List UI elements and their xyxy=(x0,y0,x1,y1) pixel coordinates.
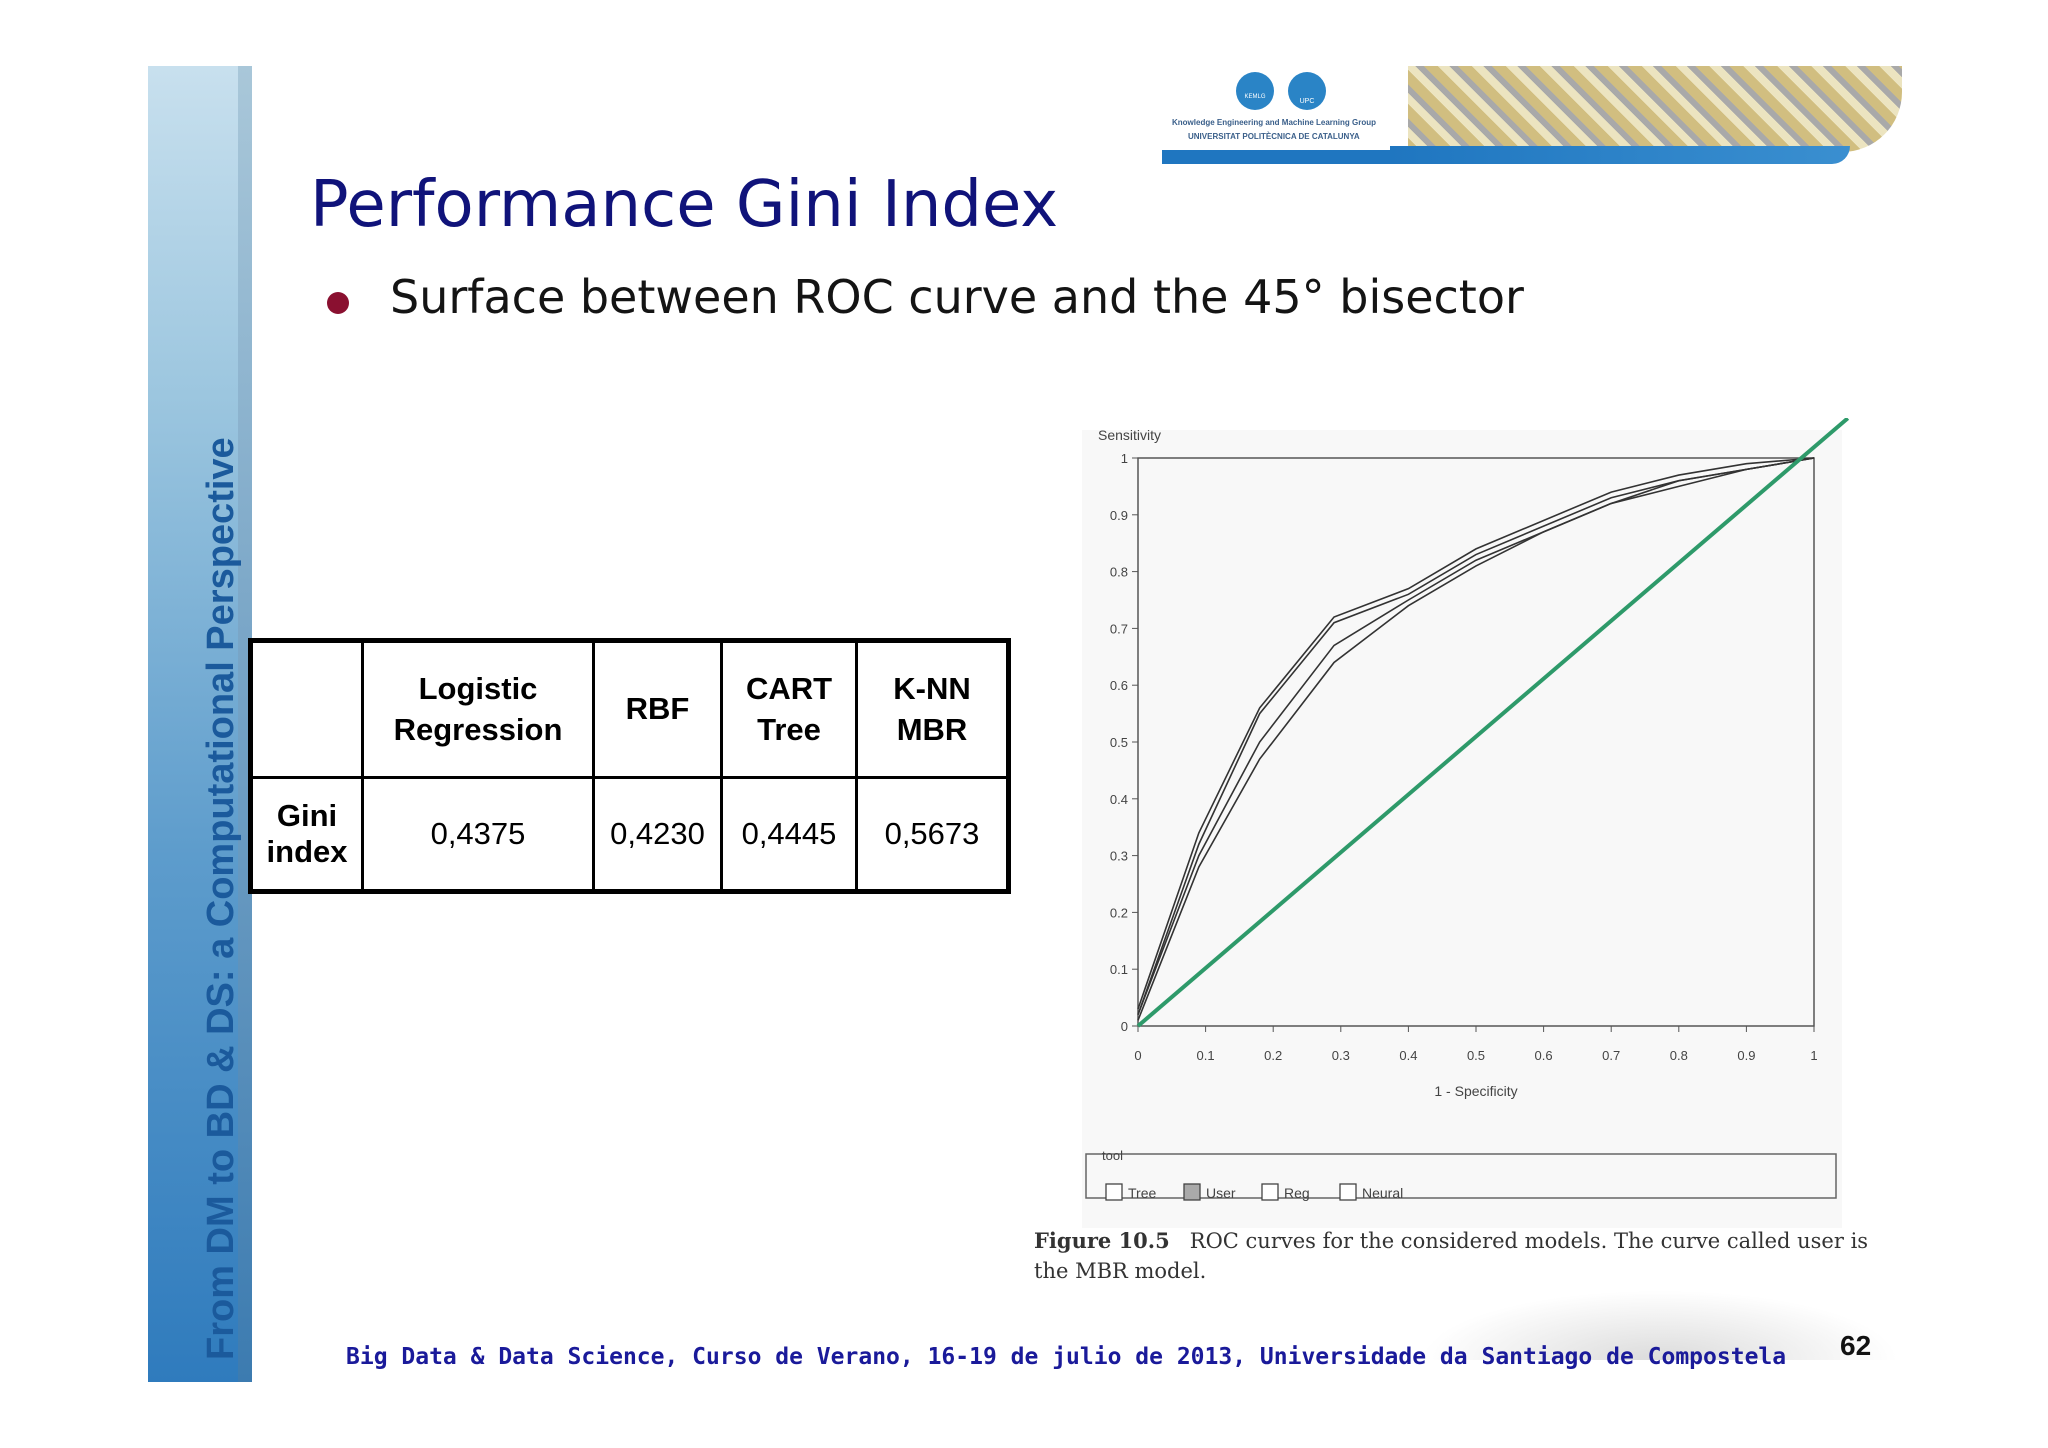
table-header-cell: CART Tree xyxy=(720,639,858,779)
y-tick-label: 0.6 xyxy=(1110,678,1128,693)
footer-swoosh xyxy=(1420,1290,1900,1360)
x-tick-label: 0.3 xyxy=(1332,1048,1350,1063)
roc-chart: Sensitivity 0 0.1 0.2 0.3 0.4 0.5 0.6 0.7 0.8 0.9… xyxy=(1082,418,1850,1228)
y-tick-label: 0 xyxy=(1121,1019,1128,1034)
legend-checkbox xyxy=(1183,1183,1201,1201)
roc-curve-user xyxy=(1137,457,1815,1010)
gini-table: Logistic Regression RBF CART Tree K-NN M… xyxy=(248,638,1011,894)
banner-stripe-right xyxy=(1390,146,1850,164)
table-cell: 0,5673 xyxy=(855,776,1010,893)
legend-label: Reg xyxy=(1284,1185,1310,1201)
caption-text: ROC curves for the considered models. Th… xyxy=(1034,1229,1869,1284)
legend-label: Tree xyxy=(1128,1185,1156,1201)
table-cell: 0,4375 xyxy=(361,776,595,893)
legend-checkbox xyxy=(1261,1183,1279,1201)
logo2-text: UPC xyxy=(1299,98,1315,105)
table-header-cell: K-NN MBR xyxy=(855,639,1010,779)
legend-box xyxy=(1085,1153,1837,1199)
figure-caption: Figure 10.5 ROC curves for the considere… xyxy=(1034,1226,1904,1287)
table-header-cell: RBF xyxy=(592,639,723,779)
x-tick-label: 0.9 xyxy=(1737,1048,1755,1063)
page-title: Performance Gini Index xyxy=(310,168,1059,242)
y-tick-label: 0.5 xyxy=(1110,735,1128,750)
y-tick-label: 0.2 xyxy=(1110,905,1128,920)
y-axis-label: Sensitivity xyxy=(1098,427,1161,443)
table-cell: 0,4445 xyxy=(720,776,858,893)
kemlg-logo-icon: KEMLG xyxy=(1236,72,1274,110)
sidebar-strip xyxy=(148,66,252,1382)
y-tick-label: 0.4 xyxy=(1110,792,1128,807)
legend-checkbox xyxy=(1105,1183,1123,1201)
x-tick-label: 0.4 xyxy=(1399,1048,1417,1063)
sidebar-edge xyxy=(238,66,252,1382)
group-name: Knowledge Engineering and Machine Learni… xyxy=(1172,118,1377,127)
x-tick-label: 0.1 xyxy=(1197,1048,1215,1063)
roc-curve-reg xyxy=(1137,457,1815,1021)
legend-label: Neural xyxy=(1362,1185,1403,1201)
y-tick-label: 1 xyxy=(1121,451,1128,466)
x-ticks: 0 0.1 0.2 0.3 0.4 0.5 0.6 0.7 0.8 0.9 1 xyxy=(1134,1026,1818,1063)
footer-text: Big Data & Data Science, Curso de Verano… xyxy=(346,1344,1787,1370)
x-tick-label: 0.8 xyxy=(1670,1048,1688,1063)
y-tick-label: 0.7 xyxy=(1110,621,1128,636)
x-tick-label: 0 xyxy=(1134,1048,1141,1063)
bullet-icon xyxy=(327,292,349,314)
legend-title: tool xyxy=(1102,1148,1123,1163)
bisector-line xyxy=(1136,418,1850,1028)
x-tick-label: 0.2 xyxy=(1264,1048,1282,1063)
roc-curve-neural xyxy=(1137,457,1815,1015)
x-axis-label: 1 - Specificity xyxy=(1434,1083,1517,1099)
banner-image xyxy=(1408,66,1902,152)
logo1-text: KEMLG xyxy=(1244,94,1266,100)
y-tick-label: 0.3 xyxy=(1110,849,1128,864)
x-tick-label: 0.5 xyxy=(1467,1048,1485,1063)
table-header-cell xyxy=(249,639,364,779)
table-row: Gini index 0,4375 0,4230 0,4445 0,5673 xyxy=(249,776,1010,893)
y-tick-label: 0.8 xyxy=(1110,565,1128,580)
roc-curves xyxy=(1137,457,1815,1021)
row-label: Gini index xyxy=(249,776,364,893)
legend-checkbox xyxy=(1339,1183,1357,1201)
banner-stripe xyxy=(1162,150,1392,164)
legend: Tree User Reg Neural xyxy=(1105,1183,1403,1201)
x-tick-label: 1 xyxy=(1810,1048,1817,1063)
x-tick-label: 0.7 xyxy=(1602,1048,1620,1063)
table-header-cell: Logistic Regression xyxy=(361,639,595,779)
table-cell: 0,4230 xyxy=(592,776,723,893)
bullet-text: Surface between ROC curve and the 45° bi… xyxy=(390,270,1524,324)
y-tick-label: 0.1 xyxy=(1110,962,1128,977)
page-number: 62 xyxy=(1840,1330,1872,1361)
legend-label: User xyxy=(1206,1185,1236,1201)
sidebar-label: From DM to BD & DS: a Computational Pers… xyxy=(200,437,242,1360)
y-tick-label: 0.9 xyxy=(1110,508,1128,523)
table-header-row: Logistic Regression RBF CART Tree K-NN M… xyxy=(249,639,1010,779)
upc-logo-icon: UPC xyxy=(1288,72,1326,110)
figure-background xyxy=(1082,430,1842,1228)
caption-label: Figure 10.5 xyxy=(1034,1228,1170,1253)
y-ticks: 0 0.1 0.2 0.3 0.4 0.5 0.6 0.7 0.8 0.9 1 xyxy=(1110,451,1138,1034)
x-tick-label: 0.6 xyxy=(1535,1048,1553,1063)
university-name: UNIVERSITAT POLITÈCNICA DE CATALUNYA xyxy=(1188,132,1360,141)
